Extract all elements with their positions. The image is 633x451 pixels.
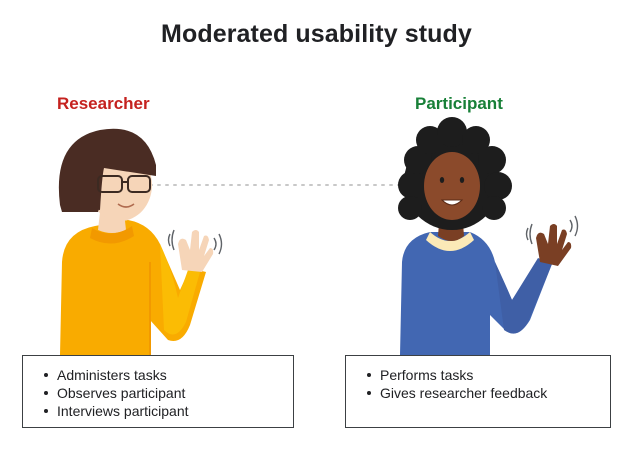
researcher-arm — [160, 244, 200, 335]
participant-label: Participant — [415, 94, 503, 113]
participant-arm — [495, 258, 552, 334]
researcher-hair — [58, 128, 156, 210]
diagram-title: Moderated usability study — [161, 20, 472, 48]
researcher-task-list: Administers tasks Observes participant I… — [44, 366, 189, 420]
participant-figure — [398, 117, 579, 355]
researcher-glasses — [97, 175, 151, 193]
participant-tasks-box: Performs tasks Gives researcher feedback — [345, 355, 611, 428]
participant-task-list: Performs tasks Gives researcher feedback — [366, 366, 548, 402]
list-item: Gives researcher feedback — [366, 385, 548, 401]
researcher-hand — [178, 230, 214, 272]
researcher-tasks-box: Administers tasks Observes participant I… — [22, 355, 294, 428]
researcher-label: Researcher — [57, 94, 150, 113]
participant-face — [424, 152, 480, 220]
list-item: Observes participant — [44, 384, 189, 402]
participant-hand — [536, 224, 572, 266]
list-item: Interviews participant — [44, 403, 189, 419]
list-item: Performs tasks — [366, 366, 547, 384]
list-item: Administers tasks — [44, 366, 189, 384]
researcher-figure — [58, 128, 223, 355]
